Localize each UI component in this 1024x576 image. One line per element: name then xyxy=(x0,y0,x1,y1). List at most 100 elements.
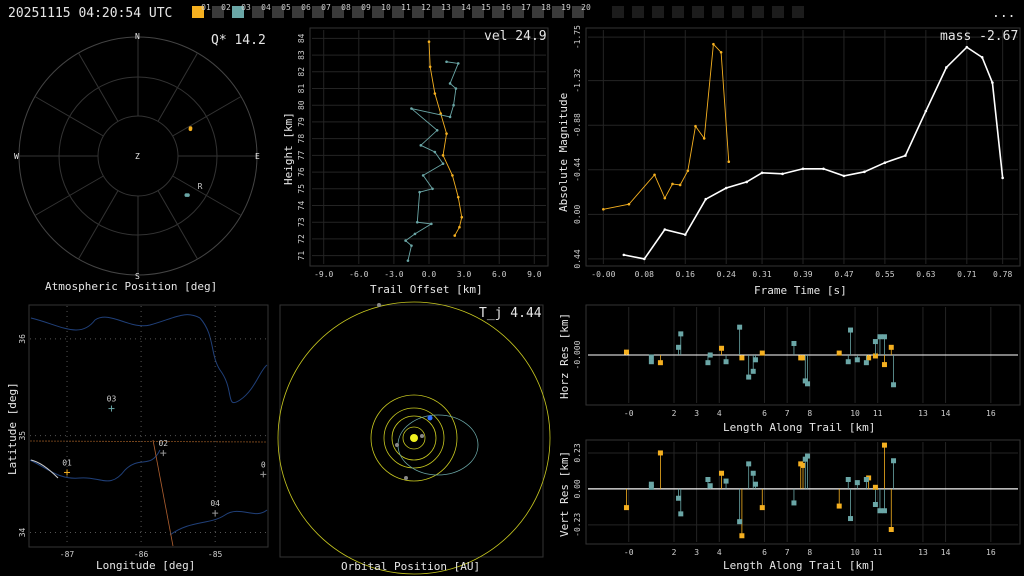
station-toggle-01[interactable] xyxy=(192,6,204,18)
residual-point xyxy=(877,334,883,340)
residual-point xyxy=(678,511,684,517)
station-toggle-17[interactable] xyxy=(512,6,524,18)
station-toggle-11[interactable] xyxy=(392,6,404,18)
height-chart[interactable]: -9.0 -6.0 -3.0 0.0 3.0 6.0 9.0 71 72 73 74 75 76 77 78… xyxy=(297,30,546,279)
series-point xyxy=(965,45,969,49)
residual-point xyxy=(800,462,806,468)
station-slot[interactable] xyxy=(692,6,704,18)
series-point xyxy=(822,167,825,171)
residual-point xyxy=(719,470,725,476)
station-label: 06 xyxy=(301,3,311,12)
station-slot[interactable] xyxy=(712,6,724,18)
residual-point xyxy=(888,527,894,532)
station-slot[interactable] xyxy=(612,6,624,18)
compass-west: W xyxy=(14,152,19,161)
series-point xyxy=(410,244,413,247)
series-line xyxy=(404,61,459,261)
station-selector[interactable]: 01 02 03 04 05 06 07 08 09 10 11 12 13 14 15 16 17 18 19 20 xyxy=(192,3,804,18)
residual-point xyxy=(800,355,806,361)
station-slot[interactable] xyxy=(792,6,804,18)
station-toggle-02[interactable] xyxy=(212,6,224,18)
map-ylabel: Latitude [deg] xyxy=(6,382,19,475)
y-tick-label: 76 xyxy=(297,167,306,177)
residual-point xyxy=(805,381,811,387)
station-toggle-03[interactable] xyxy=(232,6,244,18)
y-tick-label: 81 xyxy=(297,84,306,94)
series-point xyxy=(430,222,433,226)
station-map-label: 01 xyxy=(62,458,72,467)
station-map-label: 02 xyxy=(158,439,168,448)
station-toggle-07[interactable] xyxy=(312,6,324,18)
compass-east: E xyxy=(255,152,260,161)
menu-button[interactable]: ... xyxy=(992,6,1015,21)
series-point xyxy=(622,253,626,257)
station-toggle-10[interactable] xyxy=(372,6,384,18)
station-toggle-15[interactable] xyxy=(472,6,484,18)
station-toggle-05[interactable] xyxy=(272,6,284,18)
residual-point xyxy=(891,458,897,464)
x-tick-label: 0.39 xyxy=(793,270,812,279)
series-point xyxy=(1001,176,1004,180)
station-toggle-08[interactable] xyxy=(332,6,344,18)
series-point xyxy=(421,174,425,177)
station-slot[interactable] xyxy=(772,6,784,18)
residual-point xyxy=(863,477,869,482)
magnitude-chart[interactable]: -0.00 0.08 0.16 0.24 0.31 0.39 0.47 0.55 0.63 0.7… xyxy=(573,25,1018,279)
series-point xyxy=(418,190,421,194)
station-label: 19 xyxy=(561,3,571,12)
map-x-tick: -87 xyxy=(60,550,75,559)
residual-point xyxy=(854,357,860,363)
station-label: 07 xyxy=(321,3,331,12)
series-point xyxy=(712,42,715,46)
station-toggle-20[interactable] xyxy=(572,6,584,18)
residual-point xyxy=(723,478,729,484)
planet-marker xyxy=(420,434,424,438)
series-point xyxy=(643,257,646,261)
magnitude-xlabel: Frame Time [s] xyxy=(754,284,847,297)
series-point xyxy=(410,107,413,110)
station-toggle-06[interactable] xyxy=(292,6,304,18)
residual-point xyxy=(676,495,682,501)
station-toggle-09[interactable] xyxy=(352,6,364,18)
station-toggle-18[interactable] xyxy=(532,6,544,18)
orbit-chart[interactable] xyxy=(277,301,551,575)
station-slot[interactable] xyxy=(632,6,644,18)
residual-point xyxy=(791,500,797,506)
station-label: 03 xyxy=(241,3,251,12)
station-toggle-16[interactable] xyxy=(492,6,504,18)
station-label: 09 xyxy=(361,3,371,12)
x-tick-label: 0.24 xyxy=(717,270,736,279)
series-point xyxy=(842,174,846,178)
q-star-annotation: Q* 14.2 xyxy=(211,33,266,48)
vertical-residual-chart[interactable]: -0 2 3 4 6 7 8 10 11 13 14 16 -0.23 0.00 0.23 xyxy=(573,442,1018,557)
y-tick-label: -1.32 xyxy=(573,68,582,92)
series-point xyxy=(704,197,708,201)
series-point xyxy=(801,167,805,171)
station-slot[interactable] xyxy=(752,6,764,18)
map-y-tick: 34 xyxy=(18,527,27,537)
station-toggle-14[interactable] xyxy=(452,6,464,18)
y-tick-label: 83 xyxy=(297,50,306,60)
station-slot[interactable] xyxy=(732,6,744,18)
residual-point xyxy=(737,519,743,525)
y-tick-label: 0.23 xyxy=(573,443,582,462)
series-point xyxy=(671,182,674,186)
atmospheric-position-chart[interactable]: N S E W Z R Q* 14.2 Atmospheric Position… xyxy=(14,32,266,293)
residual-point xyxy=(657,360,663,366)
sun-marker xyxy=(410,434,418,442)
station-slot[interactable] xyxy=(652,6,664,18)
y-tick-label: 71 xyxy=(297,251,306,261)
map-x-tick: -86 xyxy=(134,550,149,559)
map-chart[interactable]: -87 -86 -85 34 35 36 01 02 03 04 0 xyxy=(18,306,268,559)
station-toggle-19[interactable] xyxy=(552,6,564,18)
station-map-label: 0 xyxy=(261,460,266,469)
tj-annotation: T_j 4.44 xyxy=(479,306,542,321)
series-point xyxy=(760,171,764,175)
station-slot[interactable] xyxy=(672,6,684,18)
station-toggle-04[interactable] xyxy=(252,6,264,18)
station-toggle-12[interactable] xyxy=(412,6,424,18)
map-x-tick: -85 xyxy=(208,550,223,559)
residual-point xyxy=(881,362,887,368)
horizontal-residual-chart[interactable]: -0 2 3 4 6 7 8 10 11 13 14 16 -0.000 xyxy=(573,307,1018,418)
station-toggle-13[interactable] xyxy=(432,6,444,18)
